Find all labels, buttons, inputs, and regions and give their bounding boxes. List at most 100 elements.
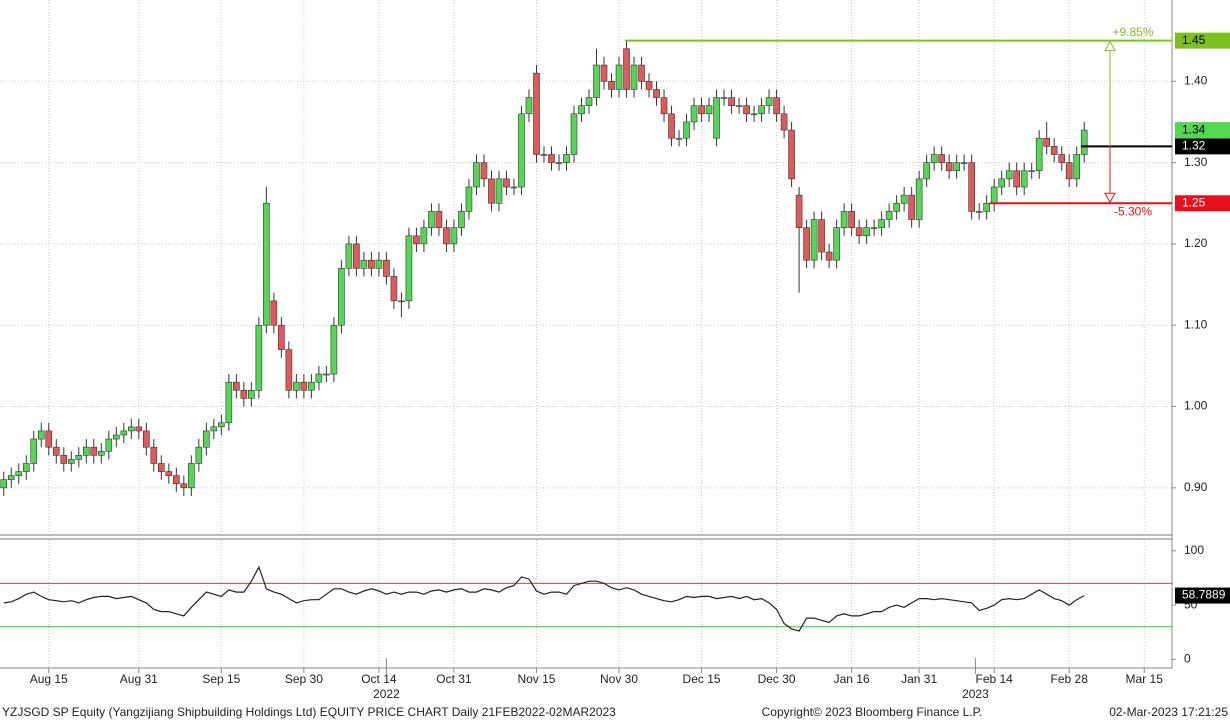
- candle-body: [773, 97, 780, 115]
- candle-body: [758, 105, 765, 115]
- candle-body: [893, 202, 900, 212]
- high-pct-label: +9.85%: [1112, 25, 1153, 39]
- candle-body: [945, 162, 953, 172]
- candle-body: [840, 211, 848, 228]
- candle-body: [263, 202, 270, 326]
- candle-body: [848, 211, 855, 228]
- candle-body: [465, 186, 473, 212]
- candle-body: [788, 129, 795, 180]
- candle-body: [443, 227, 450, 245]
- candle-body: [503, 178, 510, 188]
- x-tick-label: Oct 31: [436, 672, 472, 686]
- candle-body: [720, 97, 728, 99]
- candle-body: [1043, 137, 1050, 147]
- candle-body: [908, 194, 915, 220]
- x-tick-label: Sep 30: [285, 672, 323, 686]
- ref-value: 1.32: [1182, 139, 1206, 153]
- candle-body: [52, 446, 60, 456]
- x-tick-label: Jan 16: [834, 672, 870, 686]
- candle-body: [270, 300, 278, 326]
- year-label: 2022: [373, 687, 400, 701]
- y-tick-label: 0.90: [1184, 480, 1208, 494]
- candle-body: [975, 211, 983, 213]
- candle-body: [1020, 170, 1028, 188]
- candle-body: [375, 259, 383, 269]
- candle-body: [555, 162, 563, 164]
- candle-body: [180, 483, 188, 489]
- candle-body: [1028, 170, 1035, 173]
- candle-body: [960, 162, 968, 164]
- candle-body: [248, 389, 255, 399]
- candle-body: [645, 81, 653, 90]
- candle-body: [75, 455, 83, 460]
- y-tick-label: 100: [1184, 543, 1204, 557]
- rsi-value: 58.7889: [1182, 588, 1226, 602]
- candle-body: [255, 324, 263, 391]
- high-value-box: [1175, 32, 1230, 49]
- candle-body: [428, 211, 435, 228]
- candle-body: [795, 194, 803, 228]
- year-label: 2023: [962, 687, 989, 701]
- candle-body: [705, 105, 713, 115]
- candle-body: [368, 259, 375, 269]
- low-pct-label: -5.30%: [1114, 204, 1152, 218]
- candle-body: [780, 113, 788, 131]
- candle-body: [128, 426, 135, 432]
- candle-body: [1065, 162, 1073, 180]
- candle-body: [15, 471, 23, 476]
- candle-body: [82, 446, 90, 456]
- candle-body: [458, 211, 465, 228]
- candle-body: [22, 463, 30, 472]
- candle-body: [578, 105, 585, 115]
- candle-body: [45, 430, 53, 448]
- candle-body: [330, 324, 338, 375]
- y-tick-label: 1.20: [1184, 236, 1208, 250]
- candle-body: [638, 64, 645, 82]
- x-tick-label: Nov 15: [517, 672, 555, 686]
- footer-center: Copyright© 2023 Bloomberg Finance L.P.: [762, 705, 983, 719]
- candle-body: [308, 381, 315, 391]
- candle-body: [293, 381, 300, 391]
- candle-body: [1080, 129, 1088, 155]
- candle-body: [728, 97, 735, 106]
- low-value-box: [1175, 195, 1230, 212]
- candle-body: [623, 48, 630, 90]
- candle-body: [533, 72, 540, 155]
- candle-body: [510, 186, 518, 189]
- candle-body: [810, 219, 818, 261]
- candle-body: [900, 194, 908, 204]
- candle-body: [1013, 170, 1020, 188]
- candle-body: [233, 381, 240, 391]
- candle-body: [30, 438, 38, 464]
- candle-body: [653, 89, 660, 98]
- candle-body: [608, 81, 615, 90]
- candle-body: [218, 422, 225, 428]
- candle-body: [210, 426, 218, 432]
- candle-body: [570, 113, 578, 155]
- candle-body: [923, 162, 930, 180]
- candle-body: [143, 430, 150, 448]
- x-tick-label: Aug 15: [30, 672, 68, 686]
- candle-body: [390, 276, 398, 302]
- candle-body: [60, 455, 68, 464]
- candle-body: [825, 251, 833, 261]
- y-tick-label: 1.00: [1184, 399, 1208, 413]
- x-tick-label: Dec 30: [758, 672, 796, 686]
- candle-body: [165, 471, 173, 476]
- candle-body: [203, 430, 210, 448]
- candle-body: [360, 259, 368, 269]
- candle-body: [1050, 146, 1058, 155]
- candle-body: [1005, 170, 1013, 180]
- candle-body: [878, 219, 885, 228]
- x-tick-label: Aug 31: [120, 672, 158, 686]
- candle-body: [668, 113, 675, 139]
- candle-body: [480, 162, 488, 180]
- candle-body: [285, 349, 293, 391]
- candle-body: [750, 113, 758, 116]
- x-tick-label: Feb 28: [1051, 672, 1089, 686]
- candle-body: [990, 186, 998, 204]
- candle-body: [105, 438, 113, 452]
- candle-body: [112, 434, 120, 440]
- candle-body: [983, 202, 990, 212]
